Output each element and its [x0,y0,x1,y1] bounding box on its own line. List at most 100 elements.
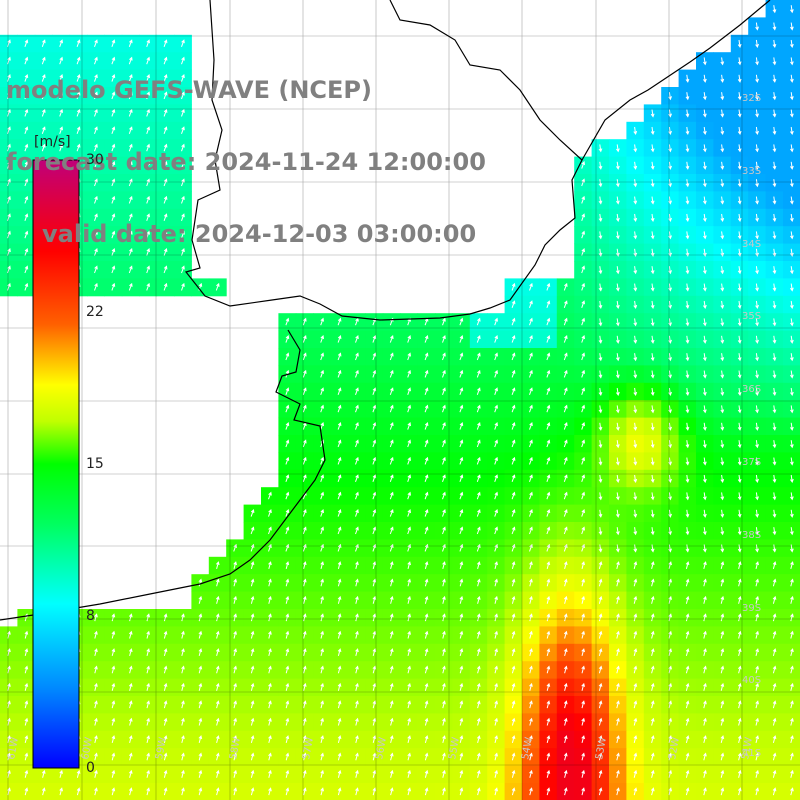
wind-arrow [720,74,725,83]
wind-arrow [772,144,777,153]
wind-arrow [616,544,620,553]
wind-arrow [215,595,220,604]
wind-arrow [790,5,794,14]
wind-arrow [476,422,481,430]
wind-arrow [529,613,533,622]
wind-arrow [7,787,11,796]
wind-arrow [650,595,655,604]
wind-arrow [737,561,742,570]
wind-arrow [476,665,481,674]
wind-arrow [424,630,429,639]
wind-arrow [546,787,551,796]
wind-arrow [581,700,585,709]
wind-arrow [24,56,29,65]
wind-arrow [7,213,11,221]
wind-arrow [198,682,203,691]
wind-arrow [372,595,377,604]
wind-arrow [146,108,150,117]
wind-arrow [320,682,324,691]
wind-arrow [529,665,533,674]
wind-arrow [772,492,777,501]
wind-arrow [7,39,11,47]
wind-arrow [598,318,603,327]
wind-arrow [563,387,568,395]
wind-arrow [720,648,725,657]
wind-arrow [181,630,185,639]
wind-arrow [581,387,585,395]
wind-arrow [476,700,481,709]
wind-arrow [772,422,777,431]
latitude-label: 32S [742,93,761,104]
wind-arrow [772,595,777,604]
wind-arrow [442,526,446,535]
wind-arrow [302,369,307,378]
wind-arrow [529,422,533,430]
wind-arrow [633,787,638,796]
wind-arrow [494,700,498,709]
wind-arrow [546,630,551,639]
wind-arrow [181,648,185,657]
wind-arrow [668,492,672,501]
wind-arrow [24,769,29,778]
wind-arrow [703,126,707,136]
wind-arrow [94,230,98,239]
wind-arrow [7,161,11,169]
wind-arrow [755,405,759,414]
coastline-north-shore [184,0,583,321]
wind-arrow [668,370,672,379]
wind-arrow [268,561,272,570]
wind-arrow [685,335,690,344]
wind-arrow [128,248,133,256]
wind-arrow [442,317,446,326]
wind-arrow [76,74,81,82]
wind-arrow [790,648,794,657]
wind-arrow [737,440,742,449]
wind-arrow [668,144,672,153]
wind-arrow [720,752,725,761]
wind-arrow [215,648,220,657]
wind-arrow [668,266,672,275]
wind-arrow [511,509,516,517]
wind-arrow [772,613,777,622]
wind-arrow [494,543,498,552]
wind-arrow [459,509,464,517]
wind-arrow [563,509,568,517]
wind-arrow [685,440,690,449]
wind-arrow [598,735,603,744]
wind-arrow [546,491,551,500]
wind-arrow [24,248,29,256]
wind-arrow [737,318,742,327]
wind-arrow [76,787,81,796]
wind-arrow [772,682,777,691]
wind-arrow [511,578,516,587]
wind-arrow [633,370,638,379]
wind-arrow [7,648,11,657]
wind-arrow [337,509,342,517]
wind-arrow [598,161,603,170]
wind-arrow [772,196,777,205]
wind-arrow [41,108,46,117]
wind-arrow [755,474,759,484]
wind-arrow [442,335,446,343]
wind-arrow [111,56,116,65]
wind-arrow [389,578,394,587]
wind-arrow [546,456,551,465]
wind-arrow [7,282,11,291]
wind-arrow [703,300,707,310]
wind-arrow [494,456,498,465]
wind-arrow [389,335,394,343]
wind-arrow [302,648,307,657]
wind-arrow [703,248,707,257]
wind-arrow [407,352,411,361]
wind-arrow [198,665,203,674]
wind-arrow [476,474,481,482]
wind-arrow [563,422,568,430]
wind-arrow [581,248,585,256]
wind-arrow [616,682,620,691]
wind-arrow [146,648,150,657]
wind-arrow [76,126,81,134]
wind-arrow [581,682,585,691]
wind-arrow [633,717,638,726]
latitude-label: 39S [742,603,761,614]
wind-arrow [790,266,794,275]
